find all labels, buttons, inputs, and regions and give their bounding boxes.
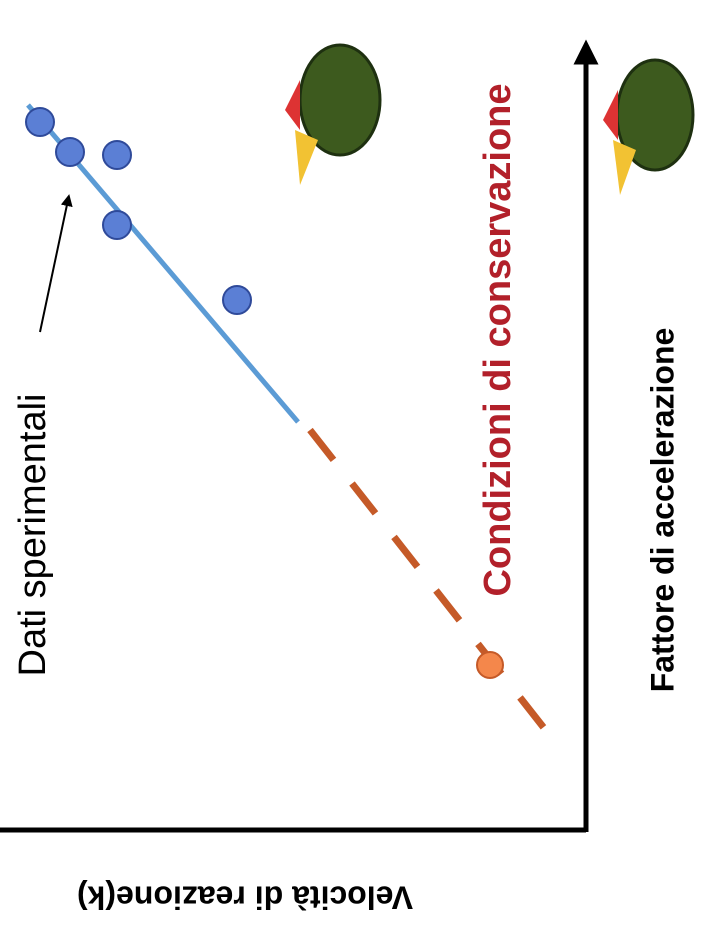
diagram: Dati sperimentali Condizioni di conserva… bbox=[0, 0, 704, 935]
turtle-icon bbox=[603, 60, 693, 195]
pointer-arrow bbox=[40, 200, 68, 332]
storage-point bbox=[477, 652, 503, 678]
label: Dati sperimentali bbox=[12, 394, 54, 677]
turtle-icon bbox=[285, 45, 380, 185]
axis-title: Velocità di reazione(k) bbox=[77, 880, 413, 916]
axis-title: Fattore di accelerazione bbox=[644, 328, 680, 693]
label: Condizioni di conservazione bbox=[477, 83, 519, 596]
